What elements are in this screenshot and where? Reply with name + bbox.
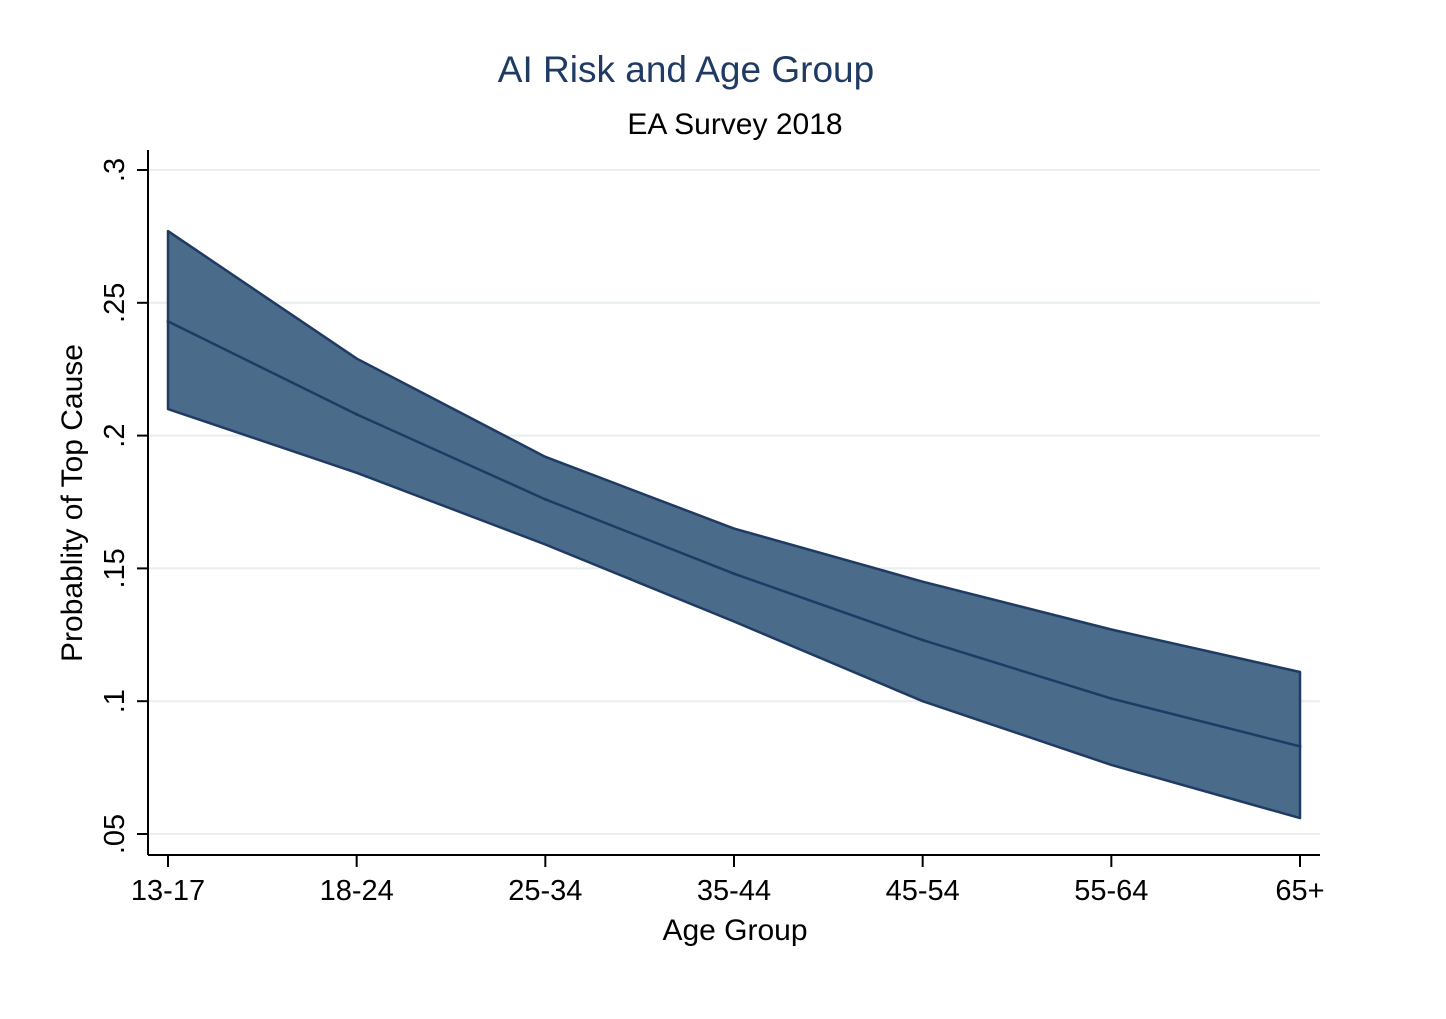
y-axis-title: Probablity of Top Cause <box>56 344 89 662</box>
x-tick-label: 18-24 <box>320 875 394 907</box>
x-tick-label: 45-54 <box>886 875 960 907</box>
estimate-point <box>166 319 170 323</box>
estimate-point <box>732 572 736 576</box>
chart-title: AI Risk and Age Group <box>498 49 874 90</box>
x-tick-label: 35-44 <box>697 875 771 907</box>
confidence-band <box>166 229 1302 820</box>
estimate-point <box>921 638 925 642</box>
x-axis-title: Age Group <box>662 914 807 947</box>
y-axis-ticks: .05 .1 .15 .2 .25 .3 <box>99 158 148 854</box>
y-tick-label: .1 <box>99 689 131 713</box>
chart-subtitle: EA Survey 2018 <box>627 108 842 141</box>
y-tick-label: .05 <box>99 814 131 854</box>
estimate-point <box>543 497 547 501</box>
estimate-line-layer <box>166 319 1302 748</box>
x-axis-ticks: 13-17 18-24 25-34 35-44 45-54 55-64 65+ <box>131 855 1325 907</box>
x-tick-label: 13-17 <box>131 875 205 907</box>
x-tick-label: 65+ <box>1275 875 1324 907</box>
estimate-point <box>1298 744 1302 748</box>
y-tick-label: .25 <box>99 283 131 323</box>
y-tick-label: .2 <box>99 424 131 448</box>
y-tick-label: .15 <box>99 548 131 588</box>
y-tick-label: .3 <box>99 158 131 182</box>
x-tick-label: 25-34 <box>508 875 582 907</box>
confidence-band-layer <box>166 229 1302 820</box>
estimate-point <box>1109 697 1113 701</box>
estimate-point <box>355 412 359 416</box>
x-tick-label: 55-64 <box>1074 875 1148 907</box>
